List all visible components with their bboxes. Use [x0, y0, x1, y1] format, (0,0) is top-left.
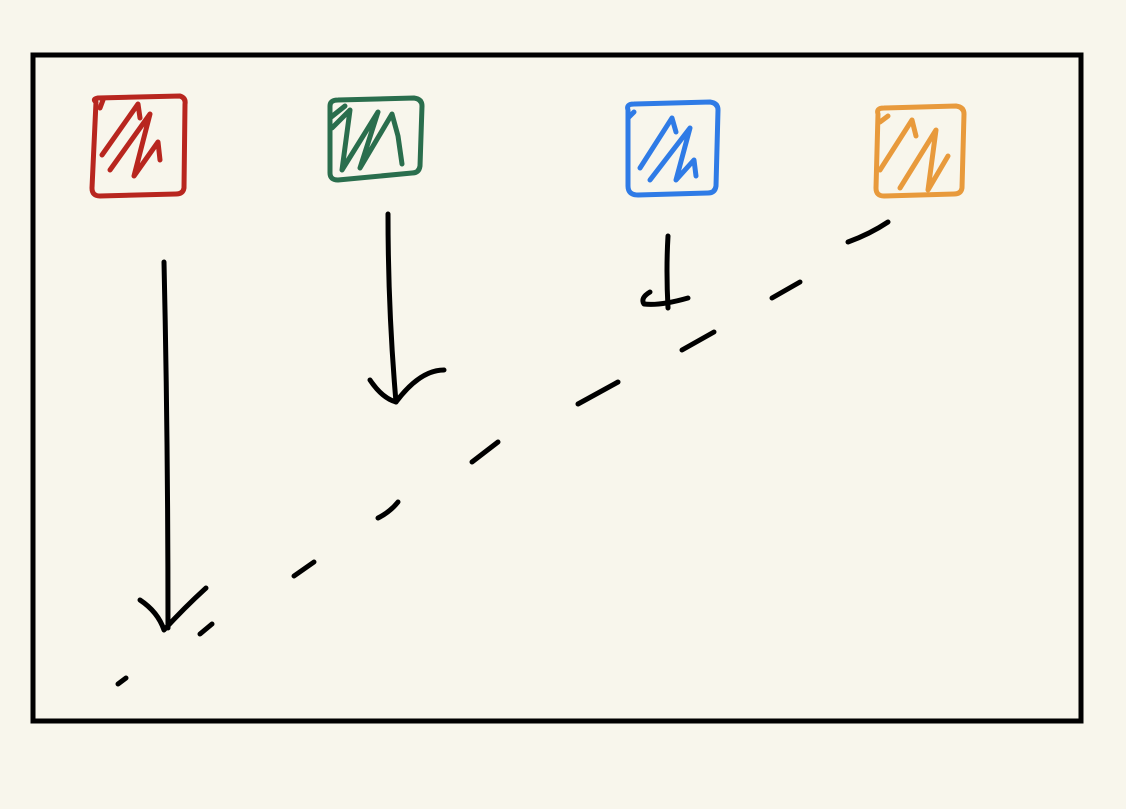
green-block: [330, 98, 422, 180]
red-block-scribble: [100, 100, 160, 176]
green-block-arrow: [370, 214, 444, 402]
orange-block-scribble: [880, 116, 948, 190]
blue-block-scribble: [628, 112, 696, 180]
blue-block-arrow: [643, 236, 688, 308]
green-block-arrow-shaft: [388, 214, 396, 402]
red-block-arrow-shaft: [164, 262, 168, 628]
red-block-arrow-head: [140, 588, 206, 630]
red-block-arrow: [140, 262, 206, 630]
blue-block: [628, 102, 718, 195]
outer-frame: [33, 55, 1081, 721]
blue-block-arrow-shaft: [667, 236, 668, 308]
dashed-diagonal-line: [118, 222, 888, 684]
green-block-scribble: [330, 106, 402, 170]
orange-block: [876, 106, 964, 196]
red-block: [92, 96, 185, 196]
green-block-arrow-head: [370, 370, 444, 402]
